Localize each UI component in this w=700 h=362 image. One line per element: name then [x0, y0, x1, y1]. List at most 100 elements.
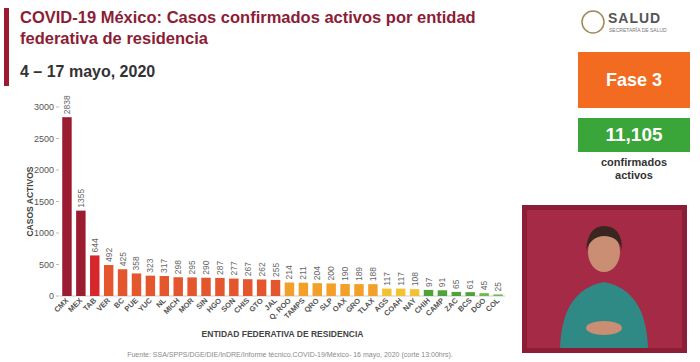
data-label: 25: [493, 282, 503, 292]
data-label: 425: [118, 252, 128, 266]
data-label: 317: [159, 259, 169, 273]
data-label: 214: [284, 265, 294, 279]
data-label: 255: [271, 262, 281, 276]
y-tick-label: 2500: [34, 134, 54, 144]
total-badge: 11,105: [578, 118, 690, 152]
bar: [438, 290, 447, 296]
bar: [410, 289, 419, 296]
data-label: 267: [243, 262, 253, 276]
bar: [382, 289, 391, 296]
bar: [104, 265, 113, 296]
y-tick-label: 0: [49, 291, 54, 301]
y-tick-label: 2000: [34, 165, 54, 175]
data-label: 204: [312, 266, 322, 280]
y-axis-label: CASOS ACTIVOS: [25, 166, 35, 236]
logo-subtext: SECRETARÍA DE SALUD: [609, 27, 667, 33]
data-label: 117: [382, 272, 392, 286]
accent-bar: [4, 8, 9, 86]
title: COVID-19 México: Casos confirmados activ…: [20, 7, 510, 49]
bar: [201, 278, 210, 296]
interpreter-bg: [527, 210, 682, 348]
bar: [299, 283, 308, 296]
total-caption: confirmados activos: [593, 156, 675, 182]
bar: [215, 278, 224, 296]
data-label: 1355: [76, 188, 86, 207]
bar: [452, 292, 461, 296]
data-label: 644: [90, 238, 100, 252]
data-label: 358: [131, 256, 141, 270]
bar: [257, 279, 266, 296]
y-tick: [56, 170, 59, 171]
interpreter-body: [560, 282, 648, 348]
bar: [340, 284, 349, 296]
y-tick-label: 1500: [34, 197, 54, 207]
interpreter-hair: [586, 226, 622, 250]
data-label: 323: [145, 258, 155, 272]
data-label: 97: [424, 277, 434, 287]
bar: [285, 283, 294, 296]
data-label: 45: [479, 280, 489, 290]
data-label: 200: [326, 266, 336, 280]
logo-text: SALUD: [608, 10, 661, 26]
subtitle: 4 – 17 mayo, 2020: [20, 63, 155, 81]
data-label: 298: [173, 260, 183, 274]
data-label: 262: [257, 262, 267, 276]
data-label: 117: [396, 272, 406, 286]
bar: [326, 283, 335, 296]
phase-badge: Fase 3: [578, 52, 690, 108]
data-label: 65: [451, 279, 461, 289]
total-text: 11,105: [605, 124, 662, 146]
bar: [479, 293, 488, 296]
bar: [187, 277, 196, 296]
bar: [76, 211, 85, 296]
bar: [313, 283, 322, 296]
x-tick-label: MOR: [177, 296, 196, 315]
x-tick-label: COL: [484, 296, 502, 314]
y-tick: [56, 296, 59, 297]
y-tick-label: 1000: [34, 228, 54, 238]
bar: [146, 276, 155, 296]
y-tick: [56, 107, 59, 108]
bar: [173, 277, 182, 296]
bar: [271, 280, 280, 296]
x-tick-label: PUE: [123, 296, 140, 313]
data-label: 2838: [62, 95, 72, 114]
data-label: 290: [201, 260, 211, 274]
y-tick: [56, 201, 59, 202]
data-label: 61: [465, 279, 475, 289]
slide: 0 500 1000 1500 2000 2500 3000 CASOS ACTIVOS 283…: [0, 0, 700, 362]
source: Fuente: SSA/SPPS/DGE/DIE/InDRE/Informe t…: [127, 351, 453, 359]
bar: [132, 273, 141, 296]
bar: [160, 276, 169, 296]
bar: [424, 290, 433, 296]
data-label: 190: [340, 267, 350, 281]
bar: [466, 292, 475, 296]
bar: [243, 279, 252, 296]
bar: [229, 279, 238, 296]
y-tick: [56, 264, 59, 265]
bar: [354, 284, 363, 296]
data-label: 188: [368, 267, 378, 281]
phase-text: Fase 3: [606, 70, 662, 91]
bar: [62, 117, 71, 296]
data-label: 295: [187, 260, 197, 274]
y-tick: [56, 233, 59, 234]
data-label: 108: [410, 272, 420, 286]
data-label: 492: [104, 248, 114, 262]
x-tick-label: VER: [95, 296, 113, 314]
interpreter-panel: [522, 205, 687, 353]
data-label: 91: [437, 278, 447, 288]
logo-emblem: [582, 11, 604, 33]
bar: [368, 284, 377, 296]
x-tick-label: TAB: [81, 296, 98, 313]
x-axis-label: ENTIDAD FEDERATIVA DE RESIDENCIA: [202, 329, 364, 339]
interpreter-hands: [586, 321, 622, 335]
data-label: 277: [229, 261, 239, 275]
y-tick-label: 500: [39, 260, 54, 270]
bar: [118, 269, 127, 296]
y-tick: [56, 138, 59, 139]
bar: [396, 289, 405, 296]
x-tick-label: YUC: [136, 296, 154, 314]
y-tick-label: 3000: [34, 102, 54, 112]
bars: [62, 117, 503, 296]
